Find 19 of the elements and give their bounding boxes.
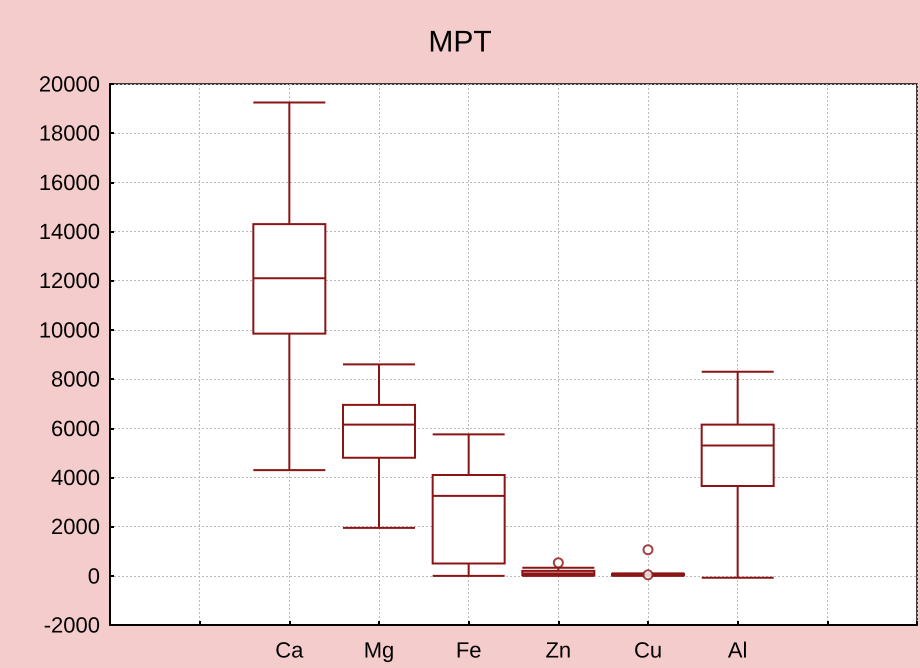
y-tick-label: 10000 (38, 317, 100, 342)
x-tick-label: Ca (275, 638, 304, 662)
chart-title: MPT (428, 26, 492, 58)
y-tick-label: 18000 (38, 120, 100, 146)
y-tick-label: 4000 (51, 464, 100, 490)
y-tick-label: 0 (88, 563, 100, 588)
y-tick-label: 6000 (51, 416, 100, 441)
y-tick-label: -2000 (44, 612, 100, 638)
y-tick-label: 12000 (38, 268, 100, 294)
x-tick-label: Cu (634, 638, 662, 662)
x-tick-label: Fe (456, 638, 482, 662)
y-tick-label: 8000 (51, 366, 100, 392)
y-tick-label: 14000 (38, 219, 100, 244)
y-tick-label: 16000 (38, 170, 100, 195)
x-tick-label: Al (728, 638, 748, 662)
x-tick-label: Mg (364, 638, 394, 662)
y-tick-label: 2000 (51, 514, 100, 540)
y-tick-label: 20000 (38, 72, 100, 96)
x-tick-label: Zn (545, 638, 572, 662)
